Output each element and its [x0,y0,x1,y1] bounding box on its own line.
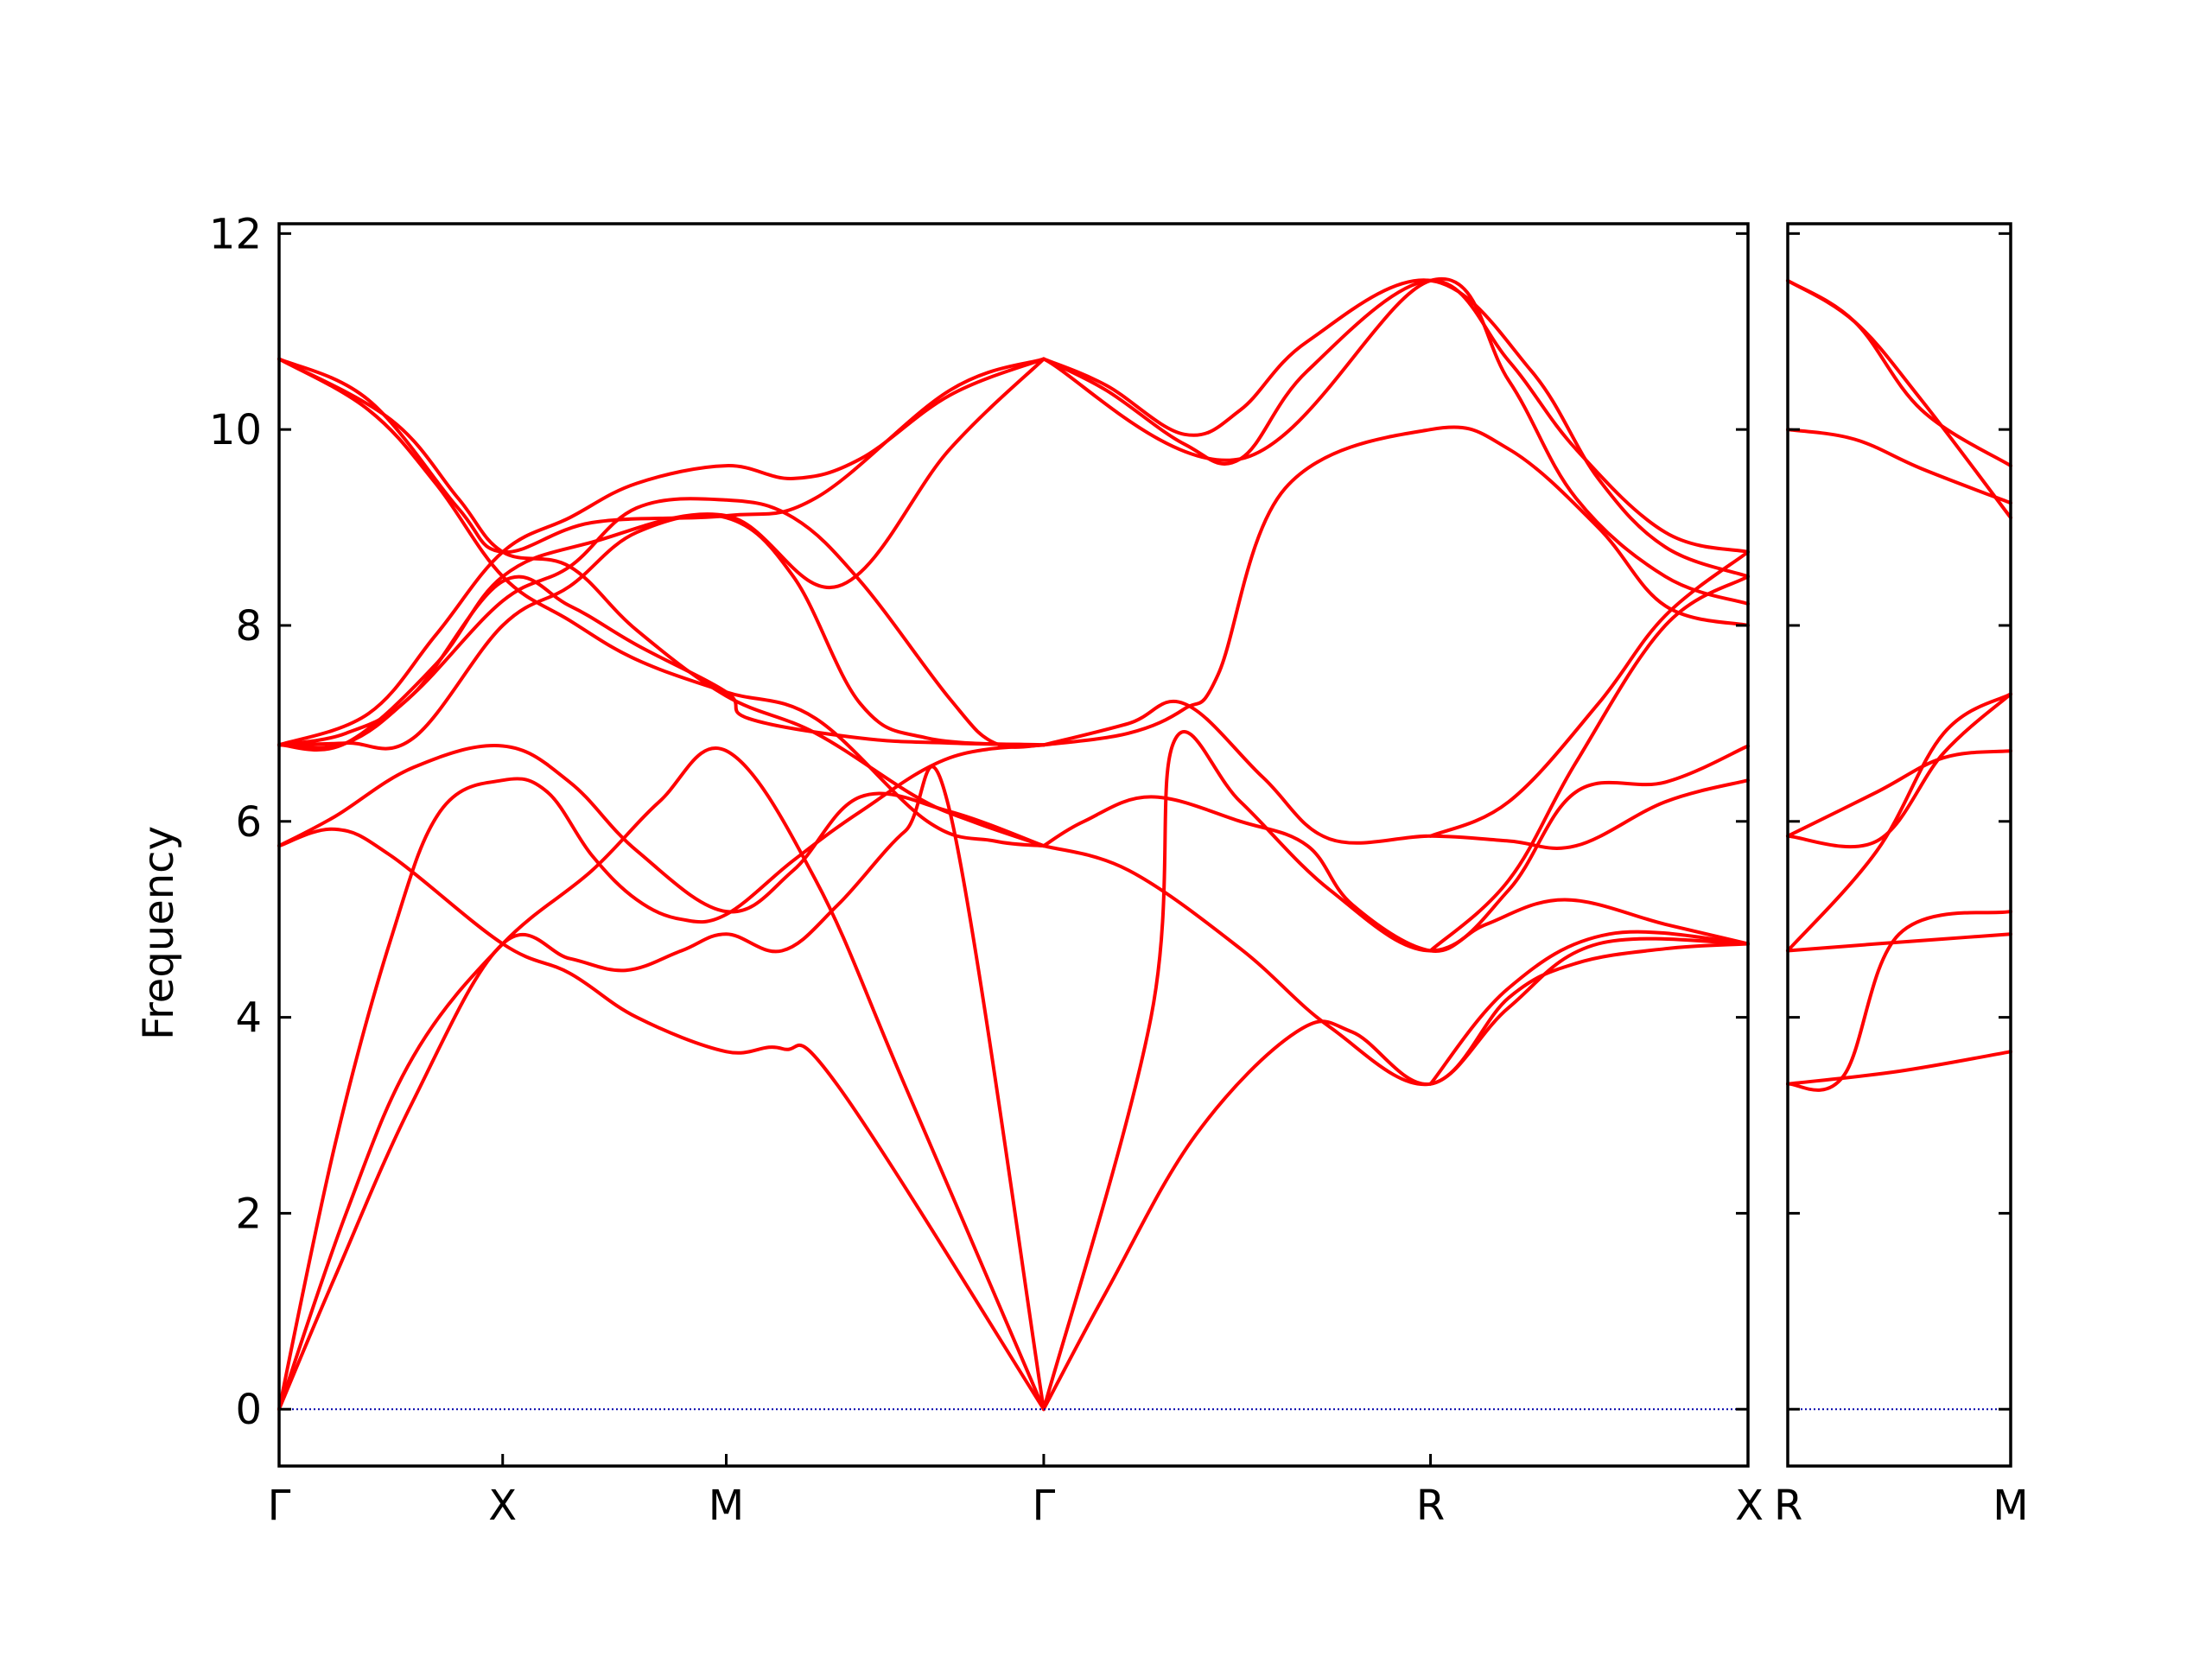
main-band-22 [1041,936,1750,1412]
side-band-1 [1786,278,2012,520]
side-band-7 [1786,932,2012,953]
main-band-16 [1041,276,1750,606]
main-band-8 [277,357,1046,848]
side-band-8 [1786,910,2012,1092]
main-band-12 [277,357,1046,554]
main-band-15 [1041,278,1750,554]
y-tick-label: 12 [209,210,262,258]
main-x-tick-label: X [488,1482,517,1530]
main-band-23 [1428,930,1750,1086]
y-axis-label: Frequency [135,826,183,1040]
side-x-tick-label: M [1993,1482,2028,1530]
main-panel: Γ X M Γ R X 0 2 4 6 8 10 12 [209,210,1764,1530]
side-bands [1786,278,2012,1092]
main-band-3 [277,765,1046,1412]
main-band-7 [277,574,1046,747]
main-x-tick-label: R [1416,1482,1445,1530]
y-tick-label: 2 [235,1190,262,1238]
main-x-tick-label: Γ [1033,1482,1056,1530]
side-band-9 [1786,1050,2012,1086]
y-tick-label: 4 [235,994,262,1043]
main-band-18 [1041,699,1750,850]
main-band-10 [277,497,1046,750]
side-band-6 [1786,692,2012,953]
side-x-tick-label: R [1774,1482,1802,1530]
main-band-9 [277,357,1046,848]
main-band-13 [277,357,1046,752]
y-tick-label: 0 [235,1386,262,1434]
main-band-24 [1428,549,1750,838]
main-band-14 [1041,278,1750,579]
main-band-17 [1041,425,1750,747]
main-x-tick-label: Γ [268,1482,291,1530]
main-band-19 [1041,795,1750,953]
main-band-4 [277,827,1046,1412]
y-tick-label: 10 [209,406,262,454]
side-band-5 [1786,692,2012,849]
main-band-6 [277,513,1046,751]
main-band-5 [277,744,1046,914]
main-bands [277,276,1750,1412]
side-band-2 [1786,278,2012,468]
main-band-25 [1428,574,1750,953]
main-band-1 [277,743,1046,1412]
y-tick-label: 8 [235,602,262,651]
main-band-2 [277,746,1046,1412]
side-band-4 [1786,749,2012,838]
main-band-11 [277,357,1046,747]
main-x-tick-label: M [709,1482,744,1530]
side-frame [1786,222,2012,1468]
main-frame [277,222,1750,1468]
main-band-21 [1041,844,1750,1087]
y-tick-label: 6 [235,798,262,847]
main-x-tick-label: X [1735,1482,1764,1530]
side-band-3 [1786,428,2012,505]
main-band-20 [1041,730,1750,1412]
